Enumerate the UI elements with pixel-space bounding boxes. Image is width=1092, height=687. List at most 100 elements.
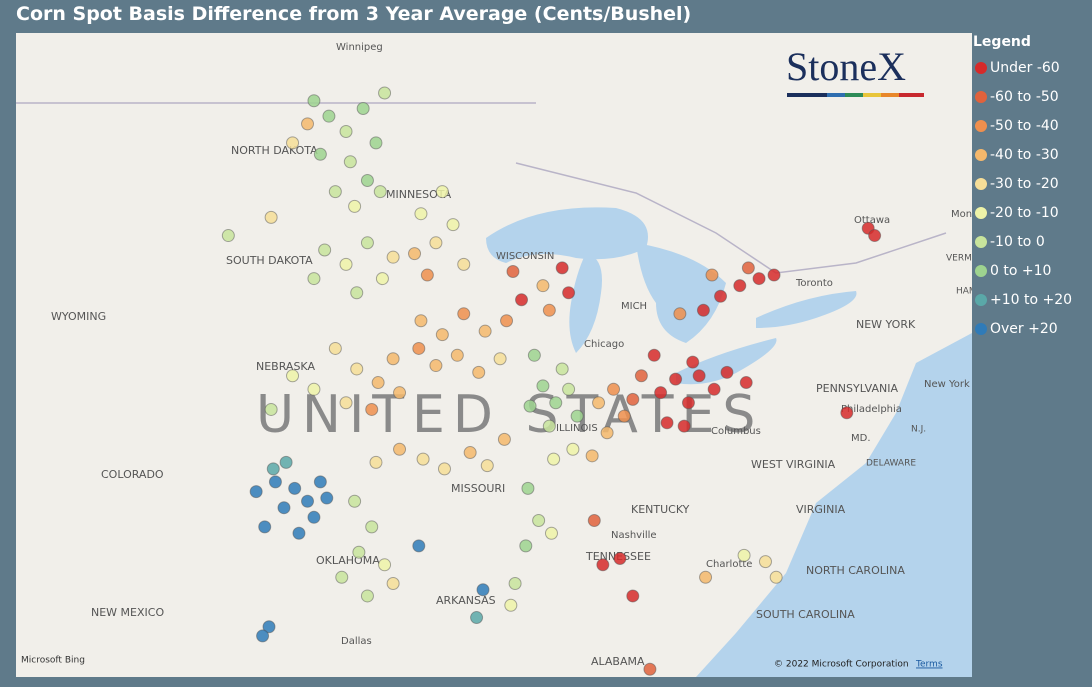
- data-point: [258, 520, 272, 534]
- legend-swatch: [975, 148, 987, 161]
- data-point: [360, 236, 374, 250]
- data-point: [416, 452, 430, 466]
- lake: [486, 207, 648, 263]
- data-point: [348, 199, 362, 213]
- place-label: Toronto: [795, 278, 833, 289]
- data-point: [350, 286, 364, 300]
- legend-label: Over +20: [990, 320, 1058, 337]
- data-point: [457, 257, 471, 271]
- data-point: [386, 577, 400, 591]
- data-point: [328, 341, 342, 355]
- place-label: Montreal: [951, 209, 972, 220]
- data-point: [555, 261, 569, 275]
- data-point: [322, 109, 336, 123]
- data-point: [318, 243, 332, 257]
- data-point: [769, 570, 783, 584]
- data-point: [386, 352, 400, 366]
- terms-link[interactable]: Terms: [915, 660, 943, 670]
- data-point: [515, 293, 529, 307]
- data-point: [386, 250, 400, 264]
- copyright: © 2022 Microsoft Corporation: [774, 660, 909, 670]
- legend-swatch: [975, 61, 987, 74]
- place-label: VIRGINIA: [796, 503, 846, 516]
- data-point: [256, 629, 270, 643]
- data-point: [328, 185, 342, 199]
- data-point: [378, 558, 392, 572]
- legend-label: -60 to -50: [990, 88, 1059, 105]
- data-point: [369, 455, 383, 469]
- legend-item: -20 to -10: [973, 198, 1092, 227]
- legend-item: +10 to +20: [973, 285, 1092, 314]
- place-label: NEBRASKA: [256, 360, 315, 373]
- data-point: [266, 462, 280, 476]
- place-label: WYOMING: [51, 310, 106, 323]
- data-point: [360, 173, 374, 187]
- legend-swatch: [975, 90, 987, 103]
- place-label: ARKANSAS: [436, 594, 496, 607]
- data-point: [320, 491, 334, 505]
- data-point: [527, 348, 541, 362]
- data-point: [369, 136, 383, 150]
- data-point: [714, 289, 728, 303]
- place-label: VERMONT: [946, 254, 972, 264]
- place-label: WISCONSIN: [496, 251, 554, 262]
- legend: Legend Under -60 -60 to -50 -50 to -40 -40 …: [973, 34, 1092, 343]
- data-point: [660, 416, 674, 430]
- data-point: [450, 348, 464, 362]
- legend-swatch: [975, 235, 987, 248]
- data-point: [435, 185, 449, 199]
- data-point: [350, 362, 364, 376]
- legend-label: 0 to +10: [990, 262, 1052, 279]
- data-point: [279, 455, 293, 469]
- data-point: [677, 419, 691, 433]
- legend-label: Under -60: [990, 59, 1060, 76]
- data-point: [562, 286, 576, 300]
- data-point: [493, 352, 507, 366]
- data-point: [480, 459, 494, 473]
- data-point: [414, 207, 428, 221]
- data-point: [733, 279, 747, 293]
- place-label: NORTH DAKOTA: [231, 144, 318, 157]
- legend-item: -30 to -20: [973, 169, 1092, 198]
- data-point: [699, 570, 713, 584]
- ocean: [696, 333, 972, 677]
- data-point: [585, 449, 599, 463]
- data-point: [497, 432, 511, 446]
- chart-title: Corn Spot Basis Difference from 3 Year A…: [16, 3, 692, 25]
- data-point: [313, 475, 327, 489]
- data-point: [352, 545, 366, 559]
- legend-item: -60 to -50: [973, 82, 1092, 111]
- data-point: [457, 307, 471, 321]
- data-point: [643, 662, 657, 676]
- legend-swatch: [975, 322, 987, 335]
- data-point: [555, 362, 569, 376]
- data-point: [767, 268, 781, 282]
- data-point: [221, 229, 235, 243]
- place-label: NEW YORK: [856, 318, 916, 331]
- data-point: [607, 382, 621, 396]
- data-point: [264, 402, 278, 416]
- data-point: [692, 369, 706, 383]
- data-point: [476, 583, 490, 597]
- legend-swatch: [975, 264, 987, 277]
- place-label: PENNSYLVANIA: [816, 382, 898, 395]
- data-point: [547, 452, 561, 466]
- data-point: [301, 494, 315, 508]
- data-point: [634, 369, 648, 383]
- place-label: MD.: [851, 433, 871, 444]
- data-point: [647, 348, 661, 362]
- data-point: [587, 514, 601, 528]
- legend-label: -10 to 0: [990, 233, 1045, 250]
- data-point: [393, 442, 407, 456]
- legend-swatch: [975, 293, 987, 306]
- data-point: [307, 382, 321, 396]
- data-point: [519, 539, 533, 553]
- lake: [636, 243, 726, 343]
- data-point: [356, 101, 370, 115]
- data-point: [307, 94, 321, 108]
- data-point: [600, 426, 614, 440]
- data-point: [249, 485, 263, 499]
- data-point: [292, 526, 306, 540]
- map: Winnipeg NORTH DAKOTA MINNESOTA SOUTH DAKOT…: [16, 33, 972, 677]
